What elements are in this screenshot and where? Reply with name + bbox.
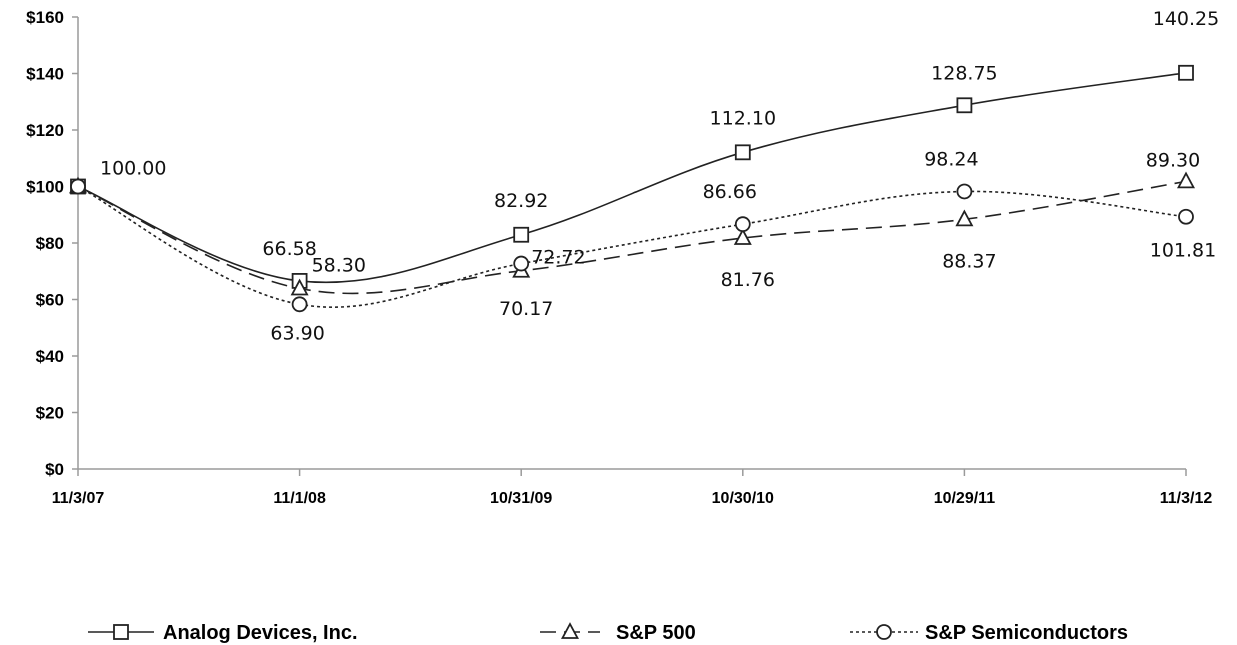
data-label-sp-semiconductors: 86.66 [703,181,757,203]
legend-marker-triangle-icon [560,622,580,639]
y-tick-label: $100 [26,178,64,197]
series-line-sp-semiconductors [77,185,1187,308]
data-label-analog-devices: 140.25 [1153,8,1219,30]
data-point-sp-semiconductors [956,183,973,200]
data-label-sp500: 63.90 [270,322,324,344]
x-tick-label: 10/29/11 [934,490,996,507]
data-point-sp500 [1176,171,1196,189]
data-point-sp-semiconductors [734,216,751,233]
legend-label: Analog Devices, Inc. [163,622,358,644]
legend-marker-circle-icon [876,624,892,640]
data-label-sp-semiconductors: 58.30 [312,254,366,276]
legend-item-sp500: S&P 500 [540,622,696,644]
data-point-sp500 [733,228,752,245]
data-point-analog-devices [956,97,973,114]
legend-marker-square-icon [113,624,129,640]
y-tick-label: $20 [36,404,64,423]
data-label-sp500: 70.17 [499,298,553,320]
x-tick-label: 11/1/08 [273,490,326,507]
legend-label: S&P 500 [616,622,696,644]
x-tick-label: 11/3/07 [52,490,105,507]
legend: Analog Devices, Inc. S&P 500 S&P Semicondu… [88,622,1128,644]
data-point-analog-devices [734,144,751,161]
y-tick-label: $120 [26,121,64,140]
x-tick-label: 10/31/09 [490,490,552,507]
data-point-analog-devices [513,226,530,243]
data-label-analog-devices: 66.58 [262,238,316,260]
data-label-analog-devices: 100.00 [100,158,166,180]
data-point-sp-semiconductors [513,255,530,272]
x-tick-label: 11/3/12 [1160,490,1213,507]
x-tick-label: 10/30/10 [712,490,774,507]
y-tick-label: $0 [45,460,64,479]
y-tick-label: $60 [36,291,64,310]
y-tick-label: $140 [26,65,64,84]
data-point-analog-devices [1178,64,1194,81]
data-label-sp500: 88.37 [942,250,996,272]
series-lines [68,64,1196,313]
data-label-sp500: 101.81 [1150,239,1216,261]
legend-item-analog-devices: Analog Devices, Inc. [88,622,358,644]
series-line-analog-devices [77,71,1187,284]
data-labels: 100.00 66.58 82.92 112.10 128.75 140.25 63.90 7… [100,8,1219,345]
data-label-sp500: 81.76 [721,269,775,291]
y-tick-label: $40 [36,347,64,366]
data-label-sp-semiconductors: 98.24 [924,148,978,170]
data-point-sp500 [290,278,309,296]
y-tick-label: $160 [26,8,64,27]
series-line-sp500 [77,180,1187,295]
data-point-sp-semiconductors [70,178,86,195]
data-label-sp-semiconductors: 89.30 [1146,150,1200,172]
data-label-analog-devices: 128.75 [931,62,997,84]
data-label-analog-devices: 112.10 [710,107,776,129]
legend-item-sp-semiconductors: S&P Semiconductors [850,622,1128,644]
y-tick-label: $80 [36,234,64,253]
legend-label: S&P Semiconductors [925,622,1128,644]
axes: $0 $20 $40 $60 $80 $100 $120 $140 $160 11/3/07 11/… [26,8,1212,507]
data-label-sp-semiconductors: 72.72 [531,247,585,269]
data-point-sp-semiconductors [291,296,308,313]
data-point-sp500 [955,209,974,227]
data-label-analog-devices: 82.92 [494,190,548,212]
data-point-sp-semiconductors [1178,208,1194,225]
